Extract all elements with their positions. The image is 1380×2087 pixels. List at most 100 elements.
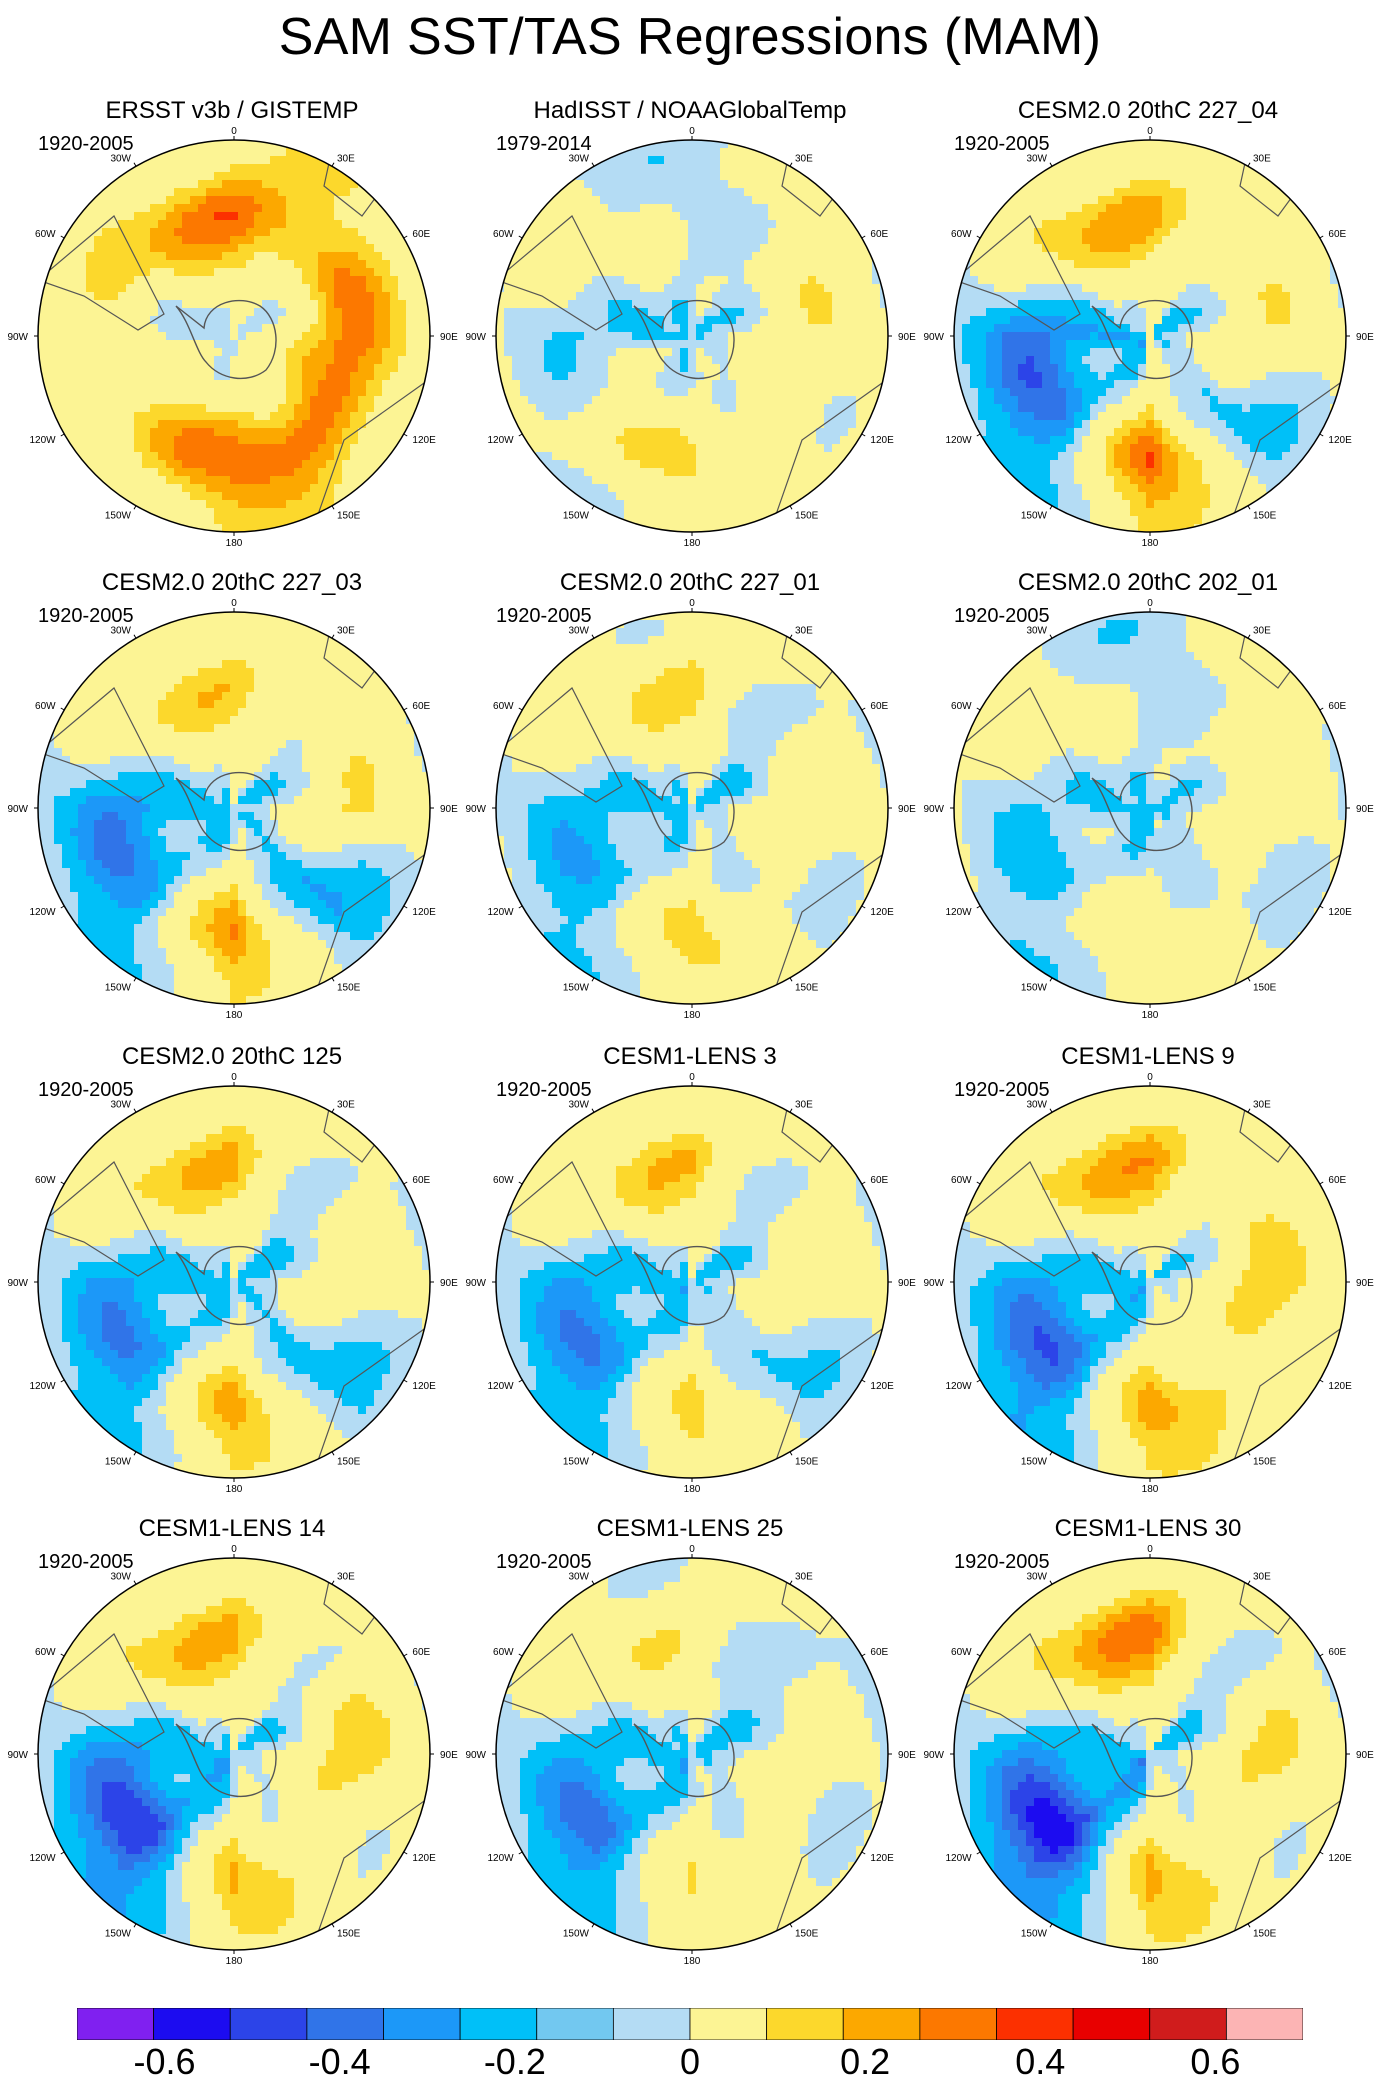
longitude-label: 120E: [870, 1381, 894, 1392]
longitude-tick: [1049, 162, 1053, 167]
longitude-label: 150E: [337, 510, 361, 521]
longitude-tick: [133, 977, 137, 982]
longitude-label: 150E: [795, 510, 819, 521]
colorbar-tick-label: 0: [630, 2040, 750, 2084]
longitude-label: 60E: [1328, 1175, 1346, 1186]
longitude-tick: [789, 1923, 793, 1928]
longitude-label: 60W: [951, 1175, 972, 1186]
polar-map: 0 30E 60E 90E 120E 150E 180 150W 120W 90W 60W 30W: [465, 126, 916, 549]
panel-title: CESM1-LENS 3: [460, 1042, 920, 1072]
longitude-label: 120W: [29, 1853, 56, 1864]
longitude-label: 120W: [29, 1381, 56, 1392]
longitude-tick: [861, 235, 866, 239]
colorbar-tick-label: -0.2: [455, 2040, 575, 2084]
longitude-tick: [1049, 634, 1053, 639]
colorbar-swatch: [1149, 2008, 1227, 2040]
antarctica-coastline: [175, 1245, 277, 1326]
antarctica-coastline: [175, 1717, 277, 1798]
colorbar-swatch: [306, 2008, 384, 2040]
longitude-tick: [518, 707, 523, 711]
longitude-label: 60W: [35, 1647, 56, 1658]
longitude-tick: [331, 505, 335, 510]
longitude-label: 150W: [563, 982, 590, 993]
longitude-label: 120W: [487, 1381, 514, 1392]
longitude-label: 150E: [337, 982, 361, 993]
longitude-label: 90W: [465, 804, 486, 815]
longitude-label: 60E: [412, 229, 430, 240]
map-panel: CESM2.0 20thC 227_04 1920-2005 0 30E 60E 90E 1…: [918, 96, 1378, 566]
longitude-label: 60W: [35, 701, 56, 712]
longitude-label: 30E: [1253, 154, 1271, 165]
longitude-label: 60E: [870, 701, 888, 712]
longitude-tick: [403, 905, 408, 909]
panel-period: 1920-2005: [954, 604, 1050, 628]
longitude-tick: [591, 1580, 595, 1585]
panel-title: CESM2.0 20thC 227_01: [460, 568, 920, 598]
longitude-tick: [591, 1108, 595, 1113]
longitude-tick: [331, 634, 335, 639]
longitude-tick: [133, 1580, 137, 1585]
longitude-tick: [976, 1181, 981, 1185]
longitude-label: 150E: [795, 982, 819, 993]
longitude-label: 150E: [1253, 510, 1277, 521]
polar-map: 0 30E 60E 90E 120E 150E 180 150W 120W 90W 60W 30W: [923, 126, 1374, 549]
longitude-tick: [861, 1379, 866, 1383]
longitude-label: 60E: [412, 1647, 430, 1658]
longitude-tick: [1247, 505, 1251, 510]
longitude-tick: [1247, 1451, 1251, 1456]
longitude-label: 0: [689, 126, 695, 137]
longitude-tick: [133, 1108, 137, 1113]
longitude-label: 90E: [898, 1278, 916, 1289]
longitude-tick: [976, 1379, 981, 1383]
longitude-tick: [861, 433, 866, 437]
longitude-label: 60W: [951, 701, 972, 712]
longitude-label: 90E: [898, 804, 916, 815]
map-panel: CESM1-LENS 30 1920-2005 0 30E 60E 90E 120E 150E…: [918, 1514, 1378, 1984]
colorbar-swatch: [1072, 2008, 1151, 2040]
longitude-tick: [518, 433, 523, 437]
longitude-label: 0: [231, 1544, 237, 1555]
longitude-label: 120W: [29, 435, 56, 446]
longitude-label: 60W: [493, 1647, 514, 1658]
colorbar: [77, 2008, 1303, 2040]
panel-title: CESM2.0 20thC 227_04: [918, 96, 1378, 126]
antarctica-coastline: [1091, 771, 1193, 852]
figure-title: SAM SST/TAS Regressions (MAM): [0, 6, 1380, 68]
continent-coastline: [496, 1161, 623, 1277]
anomaly-field: [954, 1086, 1346, 1478]
polar-map: 0 30E 60E 90E 120E 150E 180 150W 120W 90W 60W 30W: [465, 598, 916, 1021]
longitude-tick: [1247, 1580, 1251, 1585]
panel-period: 1920-2005: [496, 1550, 592, 1574]
longitude-label: 30W: [110, 1100, 131, 1111]
polar-map: 0 30E 60E 90E 120E 150E 180 150W 120W 90W 60W 30W: [7, 126, 458, 549]
longitude-tick: [789, 1580, 793, 1585]
longitude-tick: [331, 162, 335, 167]
colorbar-tick-label: -0.4: [280, 2040, 400, 2084]
colorbar-swatch: [536, 2008, 614, 2040]
longitude-label: 30W: [1026, 1572, 1047, 1583]
panel-period: 1920-2005: [954, 1550, 1050, 1574]
longitude-tick: [1319, 1653, 1324, 1657]
longitude-label: 180: [1142, 538, 1159, 549]
longitude-label: 30E: [337, 154, 355, 165]
longitude-tick: [403, 1851, 408, 1855]
panel-title: HadISST / NOAAGlobalTemp: [460, 96, 920, 126]
longitude-label: 30W: [1026, 626, 1047, 637]
longitude-label: 0: [231, 126, 237, 137]
longitude-label: 60E: [870, 229, 888, 240]
panel-period: 1979-2014: [496, 132, 592, 156]
longitude-label: 180: [684, 538, 701, 549]
longitude-label: 60E: [1328, 1647, 1346, 1658]
longitude-label: 30E: [795, 626, 813, 637]
longitude-tick: [861, 1181, 866, 1185]
colorbar-tick-label: 0.2: [805, 2040, 925, 2084]
longitude-tick: [789, 977, 793, 982]
longitude-label: 90W: [7, 332, 28, 343]
panel-period: 1920-2005: [496, 604, 592, 628]
longitude-label: 60E: [412, 701, 430, 712]
longitude-label: 180: [684, 1956, 701, 1967]
continent-coastline: [38, 1161, 165, 1277]
longitude-label: 90W: [7, 1278, 28, 1289]
longitude-tick: [133, 1923, 137, 1928]
longitude-tick: [403, 1653, 408, 1657]
